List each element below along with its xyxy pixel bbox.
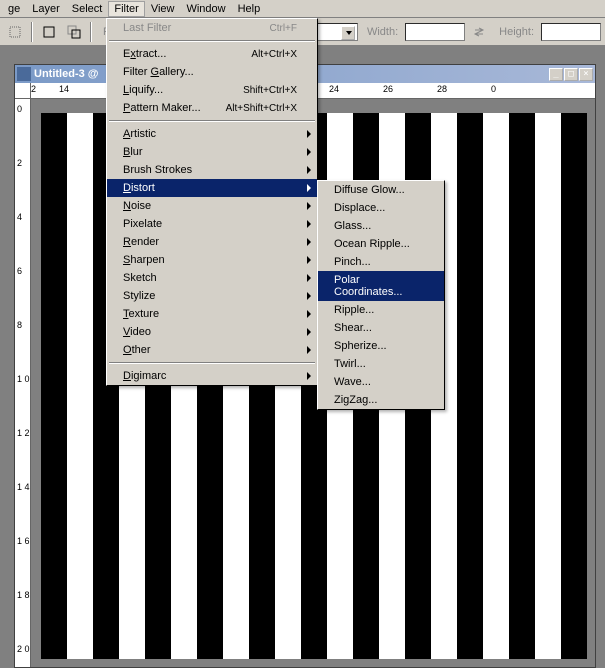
menu-item-texture[interactable]: Texture <box>107 305 317 323</box>
menu-help[interactable]: Help <box>232 1 267 17</box>
menu-separator <box>109 40 315 42</box>
canvas-stripe <box>41 113 67 659</box>
menu-separator <box>109 362 315 364</box>
menu-filter[interactable]: Filter <box>108 1 144 17</box>
menu-select[interactable]: Select <box>66 1 109 17</box>
menu-item-brush-strokes[interactable]: Brush Strokes <box>107 161 317 179</box>
filter-menu-dropdown: Last Filter Ctrl+F Extract...Alt+Ctrl+XF… <box>106 18 318 386</box>
menu-item-ripple-[interactable]: Ripple... <box>318 301 444 319</box>
menu-layer[interactable]: Layer <box>26 1 66 17</box>
menu-item-last-filter[interactable]: Last Filter Ctrl+F <box>107 19 317 37</box>
menu-image[interactable]: ge <box>2 1 26 17</box>
canvas-stripe <box>67 113 93 659</box>
tool-preset-button[interactable] <box>4 21 26 43</box>
maximize-button[interactable]: □ <box>564 68 578 81</box>
menu-item-displace-[interactable]: Displace... <box>318 199 444 217</box>
menu-item-polar-coordinates-[interactable]: Polar Coordinates... <box>318 271 444 301</box>
toolbar-separator <box>31 22 33 42</box>
menu-window[interactable]: Window <box>180 1 231 17</box>
menubar: ge Layer Select Filter View Window Help <box>0 0 605 18</box>
menu-item-artistic[interactable]: Artistic <box>107 125 317 143</box>
height-label: Height: <box>499 26 534 38</box>
menu-item-video[interactable]: Video <box>107 323 317 341</box>
selection-add-button[interactable] <box>63 21 85 43</box>
menu-item-filter-gallery-[interactable]: Filter Gallery... <box>107 63 317 81</box>
width-label: Width: <box>367 26 398 38</box>
canvas-stripe <box>457 113 483 659</box>
swap-dimensions-button[interactable] <box>468 21 490 43</box>
canvas-stripe <box>535 113 561 659</box>
menu-item-extract-[interactable]: Extract...Alt+Ctrl+X <box>107 45 317 63</box>
menu-item-liquify-[interactable]: Liquify...Shift+Ctrl+X <box>107 81 317 99</box>
menu-item-glass-[interactable]: Glass... <box>318 217 444 235</box>
height-input[interactable] <box>541 23 601 41</box>
ruler-corner <box>15 83 31 99</box>
menu-item-pinch-[interactable]: Pinch... <box>318 253 444 271</box>
menu-item-distort[interactable]: Distort <box>107 179 317 197</box>
menu-separator <box>109 120 315 122</box>
menu-item-pixelate[interactable]: Pixelate <box>107 215 317 233</box>
menu-item-diffuse-glow-[interactable]: Diffuse Glow... <box>318 181 444 199</box>
menu-item-sketch[interactable]: Sketch <box>107 269 317 287</box>
toolbar-separator <box>90 22 92 42</box>
canvas-stripe <box>483 113 509 659</box>
ruler-vertical: 024681 01 21 41 61 82 0 <box>15 99 31 667</box>
menu-item-blur[interactable]: Blur <box>107 143 317 161</box>
canvas-stripe <box>561 113 587 659</box>
menu-item-digimarc[interactable]: Digimarc <box>107 367 317 385</box>
minimize-button[interactable]: _ <box>549 68 563 81</box>
menu-item-spherize-[interactable]: Spherize... <box>318 337 444 355</box>
canvas-stripe <box>509 113 535 659</box>
menu-item-sharpen[interactable]: Sharpen <box>107 251 317 269</box>
width-input[interactable] <box>405 23 465 41</box>
menu-item-ocean-ripple-[interactable]: Ocean Ripple... <box>318 235 444 253</box>
menu-item-wave-[interactable]: Wave... <box>318 373 444 391</box>
document-icon <box>17 67 31 81</box>
menu-item-other[interactable]: Other <box>107 341 317 359</box>
selection-new-button[interactable] <box>38 21 60 43</box>
menu-item-stylize[interactable]: Stylize <box>107 287 317 305</box>
menu-view[interactable]: View <box>145 1 181 17</box>
menu-item-shear-[interactable]: Shear... <box>318 319 444 337</box>
menu-item-noise[interactable]: Noise <box>107 197 317 215</box>
menu-item-zigzag-[interactable]: ZigZag... <box>318 391 444 409</box>
close-button[interactable]: × <box>579 68 593 81</box>
menu-item-render[interactable]: Render <box>107 233 317 251</box>
menu-item-pattern-maker-[interactable]: Pattern Maker...Alt+Shift+Ctrl+X <box>107 99 317 117</box>
distort-submenu: Diffuse Glow...Displace...Glass...Ocean … <box>317 180 445 410</box>
menu-item-twirl-[interactable]: Twirl... <box>318 355 444 373</box>
